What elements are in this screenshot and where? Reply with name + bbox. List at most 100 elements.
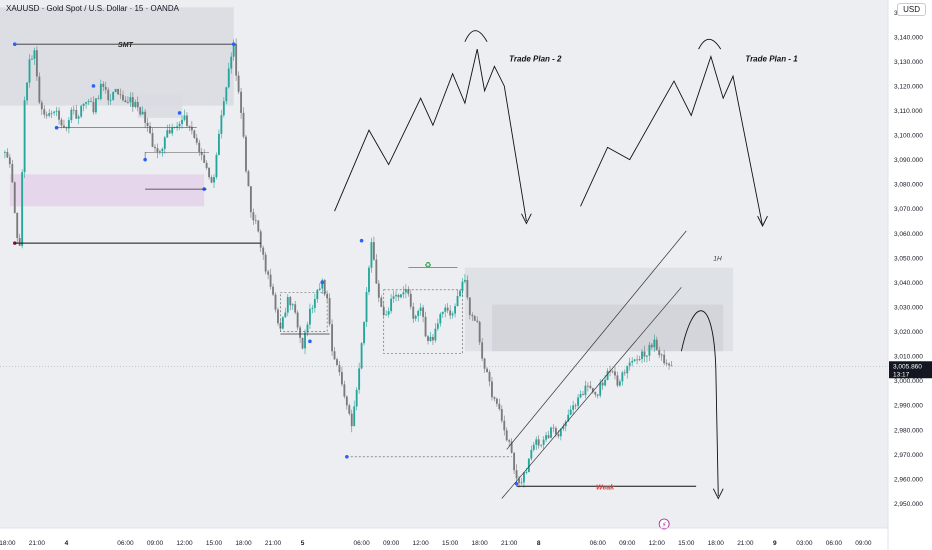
- candle-body: [604, 379, 607, 386]
- candle-body: [579, 394, 582, 398]
- pivot-dot: [231, 42, 236, 47]
- candle-body: [11, 164, 14, 183]
- candle-body: [149, 126, 151, 134]
- candle-body: [370, 242, 373, 268]
- x-tick-label: 18:00: [472, 540, 489, 547]
- candle-body: [387, 311, 390, 315]
- candle-body: [439, 314, 442, 324]
- candle-body: [323, 279, 326, 295]
- candle-body: [582, 394, 584, 396]
- candle-body: [151, 133, 154, 147]
- candle-body: [178, 123, 181, 127]
- candle-body: [188, 125, 191, 127]
- candle-body: [348, 405, 351, 414]
- candle-body: [478, 321, 481, 343]
- candle-body: [368, 267, 370, 293]
- candle-body: [284, 312, 287, 318]
- candle-body: [316, 289, 319, 300]
- candle-body: [321, 279, 324, 289]
- candle-body: [198, 142, 201, 153]
- candle-body: [23, 100, 26, 173]
- x-tick-label: 12:00: [412, 540, 429, 547]
- candle-body: [18, 238, 21, 246]
- candle-body: [80, 105, 83, 117]
- y-tick-label: 3,120.000: [894, 83, 923, 90]
- candle-body: [333, 351, 336, 360]
- candle-body: [626, 365, 629, 374]
- candle-body: [254, 220, 257, 222]
- candle-body: [26, 82, 28, 101]
- candle-body: [591, 388, 594, 392]
- candle-body: [122, 94, 124, 101]
- x-tick-label: 09:00: [855, 540, 872, 547]
- candle-body: [309, 308, 311, 325]
- candle-body: [377, 283, 380, 298]
- candle-body: [230, 56, 233, 69]
- candle-body: [117, 88, 120, 95]
- candle-body: [70, 109, 73, 121]
- currency-button[interactable]: USD: [897, 3, 926, 16]
- candle-body: [114, 88, 117, 93]
- candle-body: [358, 368, 361, 390]
- candle-body: [400, 294, 402, 298]
- candle-body: [454, 306, 456, 314]
- candle-body: [594, 391, 597, 395]
- x-tick-label: 09:00: [383, 540, 400, 547]
- y-tick-label: 3,110.000: [894, 108, 923, 115]
- candle-body: [97, 98, 100, 100]
- candle-body: [102, 83, 105, 88]
- candle-body: [621, 372, 624, 382]
- candle-body: [235, 44, 238, 76]
- candle-body: [382, 306, 385, 316]
- price-scale-background: [888, 0, 932, 550]
- candle-body: [220, 115, 223, 134]
- candle-body: [407, 289, 410, 294]
- candle-body: [311, 307, 314, 309]
- bar-countdown: 13:17: [893, 371, 910, 378]
- candle-body: [134, 101, 137, 108]
- trade-plan-1-label: Trade Plan - 1: [745, 54, 798, 63]
- arrow-head: [712, 488, 724, 500]
- y-tick-label: 3,060.000: [894, 231, 923, 238]
- candle-body: [508, 440, 511, 442]
- candle-body: [471, 314, 474, 317]
- candle-body: [385, 314, 388, 316]
- candle-body: [277, 309, 279, 324]
- x-tick-label: 15:00: [442, 540, 459, 547]
- trade-plan-1-path: [580, 54, 763, 227]
- candle-body: [523, 472, 525, 483]
- symbol-header[interactable]: XAUUSD · Gold Spot / U.S. Dollar · 15 · …: [6, 4, 179, 13]
- candle-body: [599, 382, 602, 396]
- candle-body: [190, 126, 193, 131]
- candle-body: [498, 403, 501, 410]
- candle-body: [486, 368, 488, 373]
- candle-body: [542, 439, 545, 445]
- candle-body: [215, 154, 218, 178]
- candle-body: [90, 101, 92, 103]
- candle-body: [488, 372, 491, 382]
- event-marker[interactable]: [658, 518, 670, 530]
- candle-body: [606, 370, 609, 380]
- candle-body: [547, 435, 550, 438]
- candle-body: [648, 344, 651, 356]
- candle-body: [636, 359, 639, 361]
- candle-body: [176, 126, 179, 128]
- candle-body: [166, 130, 169, 138]
- candle-body: [225, 87, 228, 102]
- candle-body: [82, 103, 85, 106]
- candle-body: [40, 102, 43, 110]
- candle-body: [375, 259, 378, 284]
- candle-body: [291, 304, 294, 306]
- candle-body: [552, 427, 555, 429]
- candle-body: [35, 50, 38, 77]
- x-tick-label: 9: [773, 540, 777, 547]
- candle-body: [653, 339, 656, 348]
- candle-body: [249, 186, 252, 213]
- candle-body: [131, 97, 134, 108]
- candle-body: [6, 151, 9, 158]
- x-tick-label: 18:00: [708, 540, 725, 547]
- candle-body: [459, 290, 461, 296]
- candle-body: [557, 434, 560, 437]
- candle-body: [623, 372, 626, 374]
